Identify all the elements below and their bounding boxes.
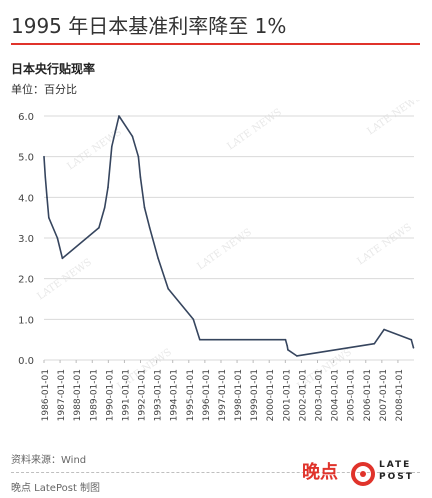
x-tick-label: 2004-01-01: [331, 369, 341, 421]
x-tick-label: 2003-01-01: [314, 369, 324, 421]
x-tick-label: 1995-01-01: [186, 369, 196, 421]
watermark-text: LATE NEWS: [195, 227, 254, 273]
data-point: [48, 216, 50, 219]
y-tick-label: 6.0: [18, 112, 34, 123]
x-tick-label: 1986-01-01: [41, 369, 51, 421]
unit-label: 单位：百分比: [11, 83, 77, 96]
y-tick-label: 0.0: [18, 356, 34, 367]
x-tick-label: 2007-01-01: [379, 369, 389, 421]
chart-subtitle: 日本央行贴现率: [11, 62, 96, 76]
x-tick-label: 1998-01-01: [234, 369, 244, 421]
data-point: [137, 155, 140, 158]
data-point: [46, 196, 48, 199]
x-tick-label: 1992-01-01: [138, 369, 148, 421]
x-tick-label: 2001-01-01: [282, 369, 292, 421]
y-tick-label: 3.0: [18, 234, 34, 245]
x-tick-label: 1990-01-01: [105, 369, 115, 421]
line-chart: LATE NEWS LATE NEWS LATE NEWS LATE NEWS LATE…: [18, 100, 424, 421]
data-point: [383, 328, 385, 331]
y-tick-label: 1.0: [18, 315, 34, 326]
x-tick-label: 1996-01-01: [202, 369, 212, 421]
data-point: [131, 135, 134, 138]
x-tick-label: 1994-01-01: [170, 369, 180, 421]
page-title: 1995 年日本基准利率降至 1%: [11, 14, 287, 38]
data-point: [296, 355, 298, 357]
x-tick-label: 1987-01-01: [57, 369, 67, 421]
data-point: [167, 288, 170, 290]
y-tick-label: 2.0: [18, 275, 34, 286]
x-tick-label: 2006-01-01: [363, 369, 373, 421]
latepost-logo: 晚点 LATE POST: [302, 456, 420, 492]
data-point: [157, 257, 159, 260]
data-point: [143, 206, 146, 209]
watermark-text: LATE NEWS: [35, 257, 94, 303]
logo-circle-icon: [351, 462, 375, 486]
series-line: [43, 115, 415, 357]
x-tick-label: 2008-01-01: [395, 369, 405, 421]
data-point: [139, 176, 142, 178]
watermark-text: LATE NEWS: [365, 100, 424, 137]
x-tick-label: 2005-01-01: [347, 369, 357, 421]
y-tick-label: 5.0: [18, 153, 34, 164]
data-point: [61, 257, 64, 260]
data-point: [148, 227, 151, 229]
logo-wordmark: LATE POST: [379, 459, 419, 483]
data-point: [286, 344, 289, 347]
data-point: [43, 155, 45, 158]
x-tick-label: 1993-01-01: [154, 369, 164, 421]
data-point: [103, 206, 106, 209]
data-source: 资料来源：Wind: [11, 455, 87, 466]
data-point: [192, 318, 195, 321]
logo-chinese-text: 晚点: [302, 462, 338, 483]
watermark-text: LATE NEWS: [355, 222, 414, 268]
data-point: [110, 145, 113, 148]
title-divider: [11, 43, 420, 45]
data-point: [287, 349, 289, 351]
watermark-text: LATE NEWS: [225, 107, 284, 153]
data-point: [412, 347, 415, 349]
logo-word-top: LATE: [379, 460, 412, 470]
x-tick-label: 1988-01-01: [73, 369, 83, 421]
data-point: [373, 342, 376, 345]
data-point: [198, 338, 201, 341]
data-point: [98, 227, 100, 229]
data-point: [107, 186, 109, 188]
x-tick-label: 1999-01-01: [250, 369, 260, 421]
data-point: [284, 338, 287, 341]
y-tick-label: 4.0: [18, 193, 34, 204]
data-point: [44, 176, 47, 178]
x-tick-label: 2000-01-01: [266, 369, 276, 421]
x-tick-label: 1991-01-01: [121, 369, 131, 421]
x-tick-label: 2002-01-01: [298, 369, 308, 421]
data-point: [410, 338, 413, 341]
credit-text: 晚点 LatePost 制图: [11, 483, 101, 494]
footer-divider: [11, 472, 420, 473]
data-point: [56, 237, 59, 239]
logo-word-bottom: POST: [379, 472, 414, 482]
data-point: [118, 115, 120, 117]
x-tick-label: 1997-01-01: [218, 369, 228, 421]
x-tick-label: 1989-01-01: [89, 369, 99, 421]
